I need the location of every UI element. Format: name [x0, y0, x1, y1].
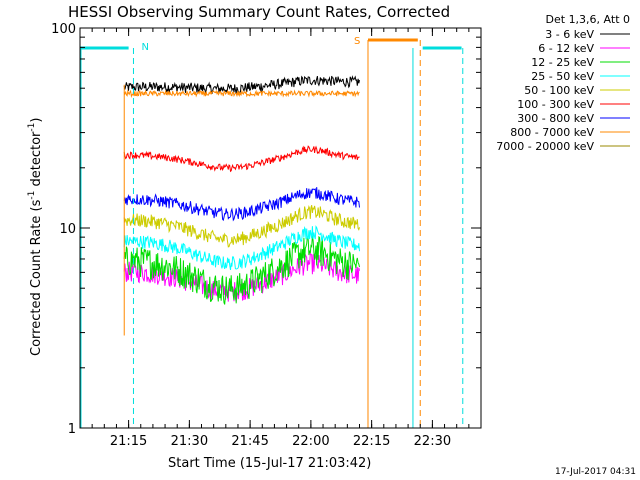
series-layer	[123, 75, 360, 336]
y-axis-label-sup1: -1	[27, 191, 37, 200]
legend-entry-label: 7000 - 20000 keV	[496, 140, 594, 153]
y-tick-label: 1	[68, 422, 76, 437]
series-line	[123, 225, 360, 270]
legend-header: Det 1,3,6, Att 0	[546, 13, 630, 26]
legend-entry-label: 6 - 12 keV	[538, 42, 594, 55]
legend-entry-label: 100 - 300 keV	[517, 98, 594, 111]
marker-label-s: S	[354, 36, 360, 47]
marker-label-n: N	[141, 42, 148, 53]
x-axis-ticks: 21:15 21:30 21:45 22:00 22:15 22:30	[79, 28, 482, 449]
legend-entry-label: 800 - 7000 keV	[510, 126, 594, 139]
legend-entry-label: 3 - 6 keV	[545, 28, 594, 41]
y-axis-label-sup2: -1	[27, 123, 37, 132]
series-line	[123, 75, 360, 95]
legend-entry-label: 12 - 25 keV	[531, 56, 594, 69]
y-tick-label: 10	[59, 222, 76, 237]
x-tick-label: 22:00	[292, 434, 329, 449]
y-axis-ticks: 1 10 100	[51, 22, 481, 437]
x-tick-label: 21:15	[110, 434, 147, 449]
y-tick-label: 100	[51, 22, 76, 37]
y-axis-label-end: )	[29, 118, 44, 123]
y-axis-label: Corrected Count Rate (s-1 detector-1)	[27, 118, 44, 356]
y-axis-label-mid: detector	[29, 131, 44, 191]
series-line	[123, 89, 360, 98]
series-line	[123, 204, 360, 248]
series-line	[123, 145, 360, 173]
legend-entry-label: 25 - 50 keV	[531, 70, 594, 83]
series-line	[123, 187, 360, 222]
y-axis-label-main: Corrected Count Rate (s	[29, 199, 44, 356]
marker-layer: NS	[80, 36, 464, 428]
x-tick-label: 21:45	[231, 434, 268, 449]
x-tick-label: 22:30	[414, 434, 451, 449]
series-line	[123, 235, 360, 305]
x-tick-label: 21:30	[171, 434, 208, 449]
legend-entry-label: 50 - 100 keV	[524, 84, 594, 97]
chart-title: HESSI Observing Summary Count Rates, Cor…	[68, 3, 450, 21]
x-tick-label: 22:15	[353, 434, 390, 449]
x-axis-label: Start Time (15-Jul-17 21:03:42)	[168, 456, 371, 471]
legend-entry-label: 300 - 800 keV	[517, 112, 594, 125]
footer-timestamp: 17-Jul-2017 04:31	[555, 467, 636, 477]
